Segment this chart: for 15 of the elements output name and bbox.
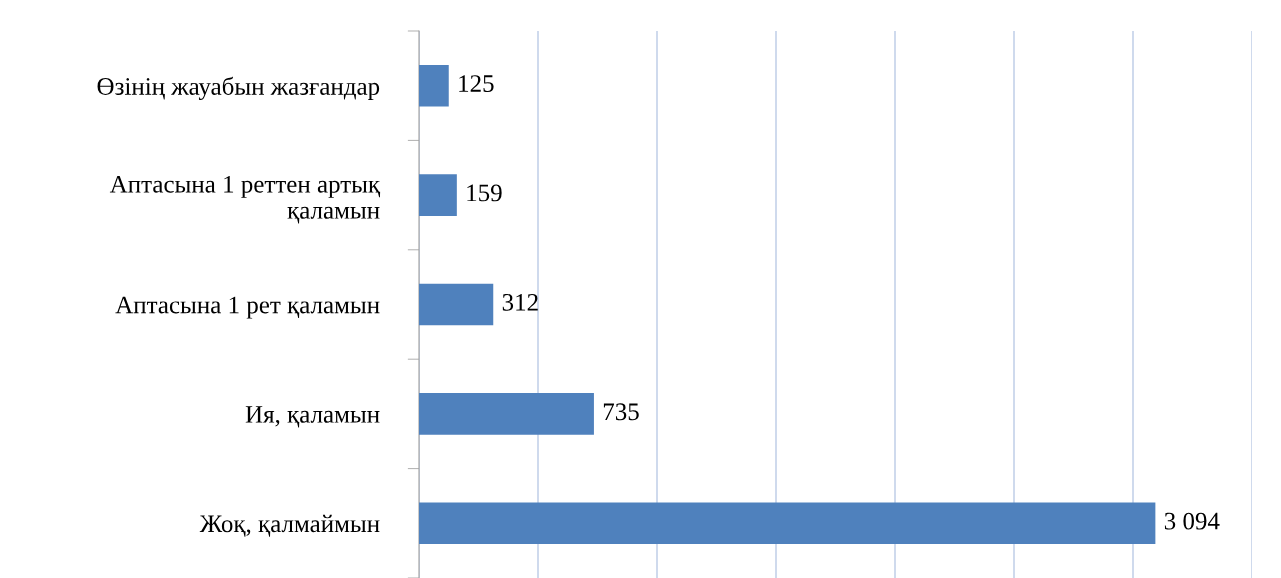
data-label: 312 [502,293,538,311]
data-label: 159 [467,184,502,202]
data-label: 125 [459,75,494,92]
bar [419,64,449,107]
data-label: 3 094 [1164,512,1220,530]
data-label: 735 [603,403,639,421]
bar [419,502,1156,545]
y-tick-label: Аптасына 1 рет қаламын [115,296,380,319]
y-tick-label: Ия, қаламын [245,406,380,428]
bar [419,393,594,435]
bar [419,283,494,326]
y-tick-label: Жоқ, қалмаймын [199,514,380,537]
y-tick-label: Аптасына 1 реттен артық қаламын [109,175,381,224]
bar [419,174,457,216]
y-tick-label: Өзінің жауабын жазғандар [97,76,380,101]
